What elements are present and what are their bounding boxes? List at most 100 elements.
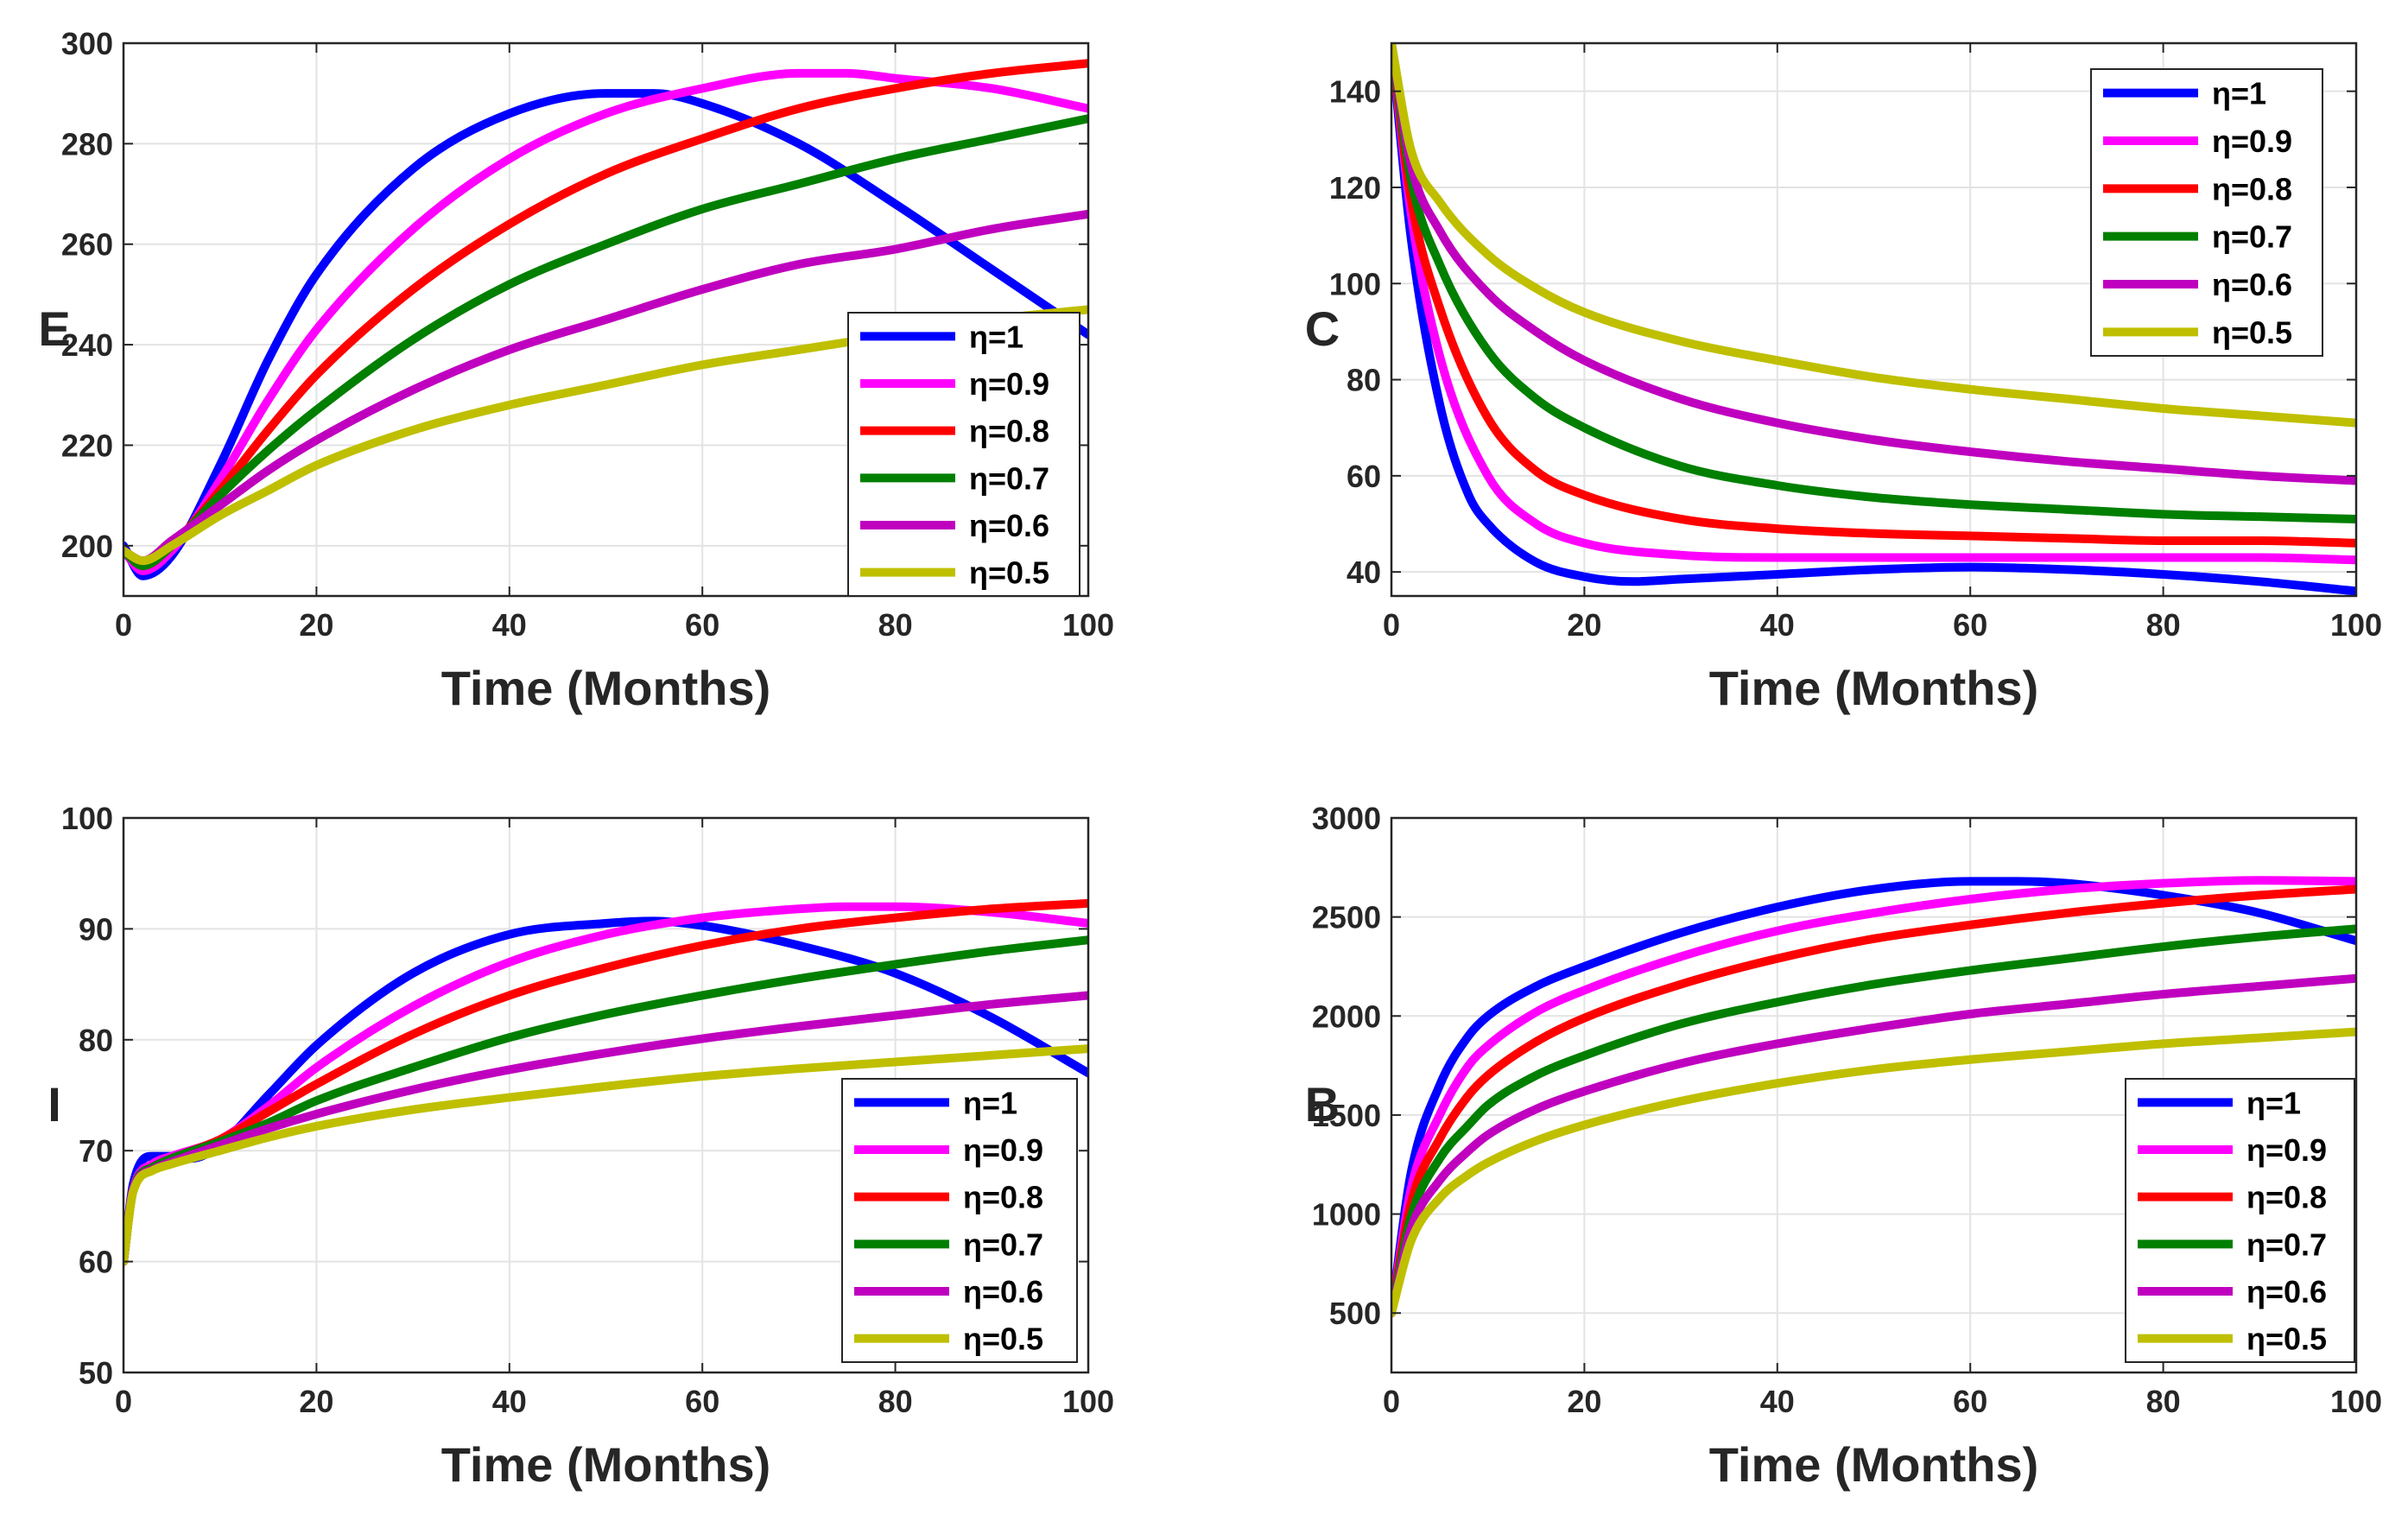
- legend: η=1 η=0.9 η=0.8 η=0.7 η=0.6 η=0.5: [841, 1078, 1078, 1363]
- y-tick-label: 120: [1329, 170, 1381, 206]
- series-line-eta-1: [1391, 877, 2356, 1318]
- series-line-eta-0.5: [1391, 1027, 2356, 1318]
- series-line-eta-0.7: [1391, 43, 2356, 523]
- series-line-eta-0.5: [1391, 43, 2356, 428]
- legend-label-eta-0.7: η=0.7: [2246, 1227, 2327, 1262]
- y-tick-label: 3000: [1312, 801, 1381, 836]
- x-tick-label: 20: [299, 607, 333, 643]
- series-lines: [124, 898, 1088, 1266]
- legend: η=1 η=0.9 η=0.8 η=0.7 η=0.6 η=0.5: [2090, 68, 2323, 357]
- legend-box: [2090, 68, 2323, 357]
- x-tick-label: 60: [685, 1384, 719, 1419]
- x-tick-label: 40: [1760, 607, 1795, 643]
- legend-label-eta-0.5: η=0.5: [969, 555, 1049, 591]
- y-axis-label: C: [1305, 301, 1340, 356]
- x-tick-label: 20: [1567, 1384, 1601, 1419]
- y-tick-label: 2500: [1312, 900, 1381, 935]
- x-axis-label: Time (Months): [1709, 1437, 2039, 1492]
- y-tick-label: 60: [1347, 459, 1381, 494]
- series-lines: [1391, 43, 2356, 596]
- legend-box: [847, 312, 1080, 597]
- legend-label-eta-0.9: η=0.9: [2246, 1132, 2327, 1168]
- legend-box: [2125, 1078, 2355, 1363]
- series-line-eta-0.6: [1391, 973, 2356, 1318]
- legend-label-eta-0.8: η=0.8: [2246, 1180, 2327, 1215]
- x-tick-label: 60: [1953, 1384, 1987, 1419]
- legend: η=1 η=0.9 η=0.8 η=0.7 η=0.6 η=0.5: [2125, 1078, 2355, 1363]
- legend-label-eta-0.5: η=0.5: [2246, 1322, 2327, 1357]
- y-tick-label: 1000: [1312, 1197, 1381, 1233]
- x-tick-label: 40: [1760, 1384, 1795, 1419]
- panel-C: 0 20 40 60 80 100 40 60 80 100 120 140 Time (Months)…: [1305, 41, 2382, 715]
- x-tick-label: 80: [878, 607, 913, 643]
- series-line-eta-0.5: [124, 1044, 1088, 1266]
- legend-box: [841, 1078, 1078, 1363]
- legend-label-eta-0.8: η=0.8: [969, 414, 1049, 449]
- x-tick-label: 0: [1383, 1384, 1400, 1419]
- y-tick-label: 60: [79, 1245, 113, 1280]
- series-line-eta-0.9: [1391, 876, 2356, 1318]
- x-tick-label: 100: [2330, 1384, 2382, 1419]
- legend-label-eta-0.9: η=0.9: [2212, 124, 2292, 159]
- y-tick-label: 90: [79, 911, 113, 947]
- series-line-eta-0.8: [1391, 884, 2356, 1318]
- x-axis-label: Time (Months): [1709, 661, 2039, 715]
- y-axis-label: E: [38, 301, 70, 356]
- legend-label-eta-0.5: η=0.5: [963, 1322, 1043, 1357]
- legend-label-eta-1: η=1: [969, 319, 1023, 354]
- axes-box: [122, 41, 1090, 598]
- axes-box: [1390, 816, 2358, 1374]
- series-line-eta-0.6: [1391, 43, 2356, 485]
- legend-label-eta-1: η=1: [2246, 1085, 2301, 1120]
- legend-label-eta-0.6: η=0.6: [969, 508, 1049, 543]
- legend-label-eta-0.9: η=0.9: [963, 1132, 1043, 1168]
- legend-label-eta-0.6: η=0.6: [963, 1274, 1043, 1309]
- legend-label-eta-0.5: η=0.5: [2212, 314, 2292, 350]
- series-lines: [1391, 876, 2356, 1318]
- panel-I: 0 20 40 60 80 100 50 60 70 80 90 100 Time (Months) I η…: [48, 801, 1114, 1492]
- series-lines: [124, 59, 1088, 580]
- y-tick-label: 80: [79, 1023, 113, 1058]
- y-tick-label: 260: [61, 227, 113, 263]
- series-line-eta-0.7: [1391, 924, 2356, 1318]
- y-tick-label: 80: [1347, 363, 1381, 398]
- y-tick-label: 100: [1329, 266, 1381, 301]
- legend-label-eta-0.7: η=0.7: [2212, 219, 2292, 255]
- y-tick-label: 40: [1347, 555, 1381, 590]
- series-line-eta-1: [124, 89, 1088, 580]
- y-axis-label: I: [48, 1077, 61, 1131]
- x-axis-label: Time (Months): [441, 661, 771, 715]
- y-tick-label: 300: [61, 26, 113, 61]
- x-tick-label: 80: [878, 1384, 913, 1419]
- x-tick-label: 100: [1062, 1384, 1114, 1419]
- y-tick-label: 240: [61, 327, 113, 363]
- legend-label-eta-0.9: η=0.9: [969, 366, 1049, 402]
- x-tick-label: 100: [2330, 607, 2382, 643]
- x-tick-label: 0: [1383, 607, 1400, 643]
- x-tick-label: 80: [2146, 607, 2181, 643]
- x-tick-label: 60: [1953, 607, 1987, 643]
- panel-B: 0 20 40 60 80 100 500 1000 1500 2000 2500 3000 Time …: [1305, 801, 2382, 1492]
- x-tick-label: 20: [299, 1384, 333, 1419]
- y-tick-label: 70: [79, 1133, 113, 1169]
- x-tick-label: 60: [685, 607, 719, 643]
- series-line-eta-0.6: [124, 209, 1088, 566]
- axes-box: [122, 816, 1090, 1374]
- x-tick-label: 0: [115, 607, 132, 643]
- legend-label-eta-0.7: η=0.7: [969, 460, 1049, 496]
- y-tick-label: 200: [61, 529, 113, 564]
- x-tick-label: 80: [2146, 1384, 2181, 1419]
- y-tick-label: 2000: [1312, 998, 1381, 1034]
- y-tick-label: 280: [61, 126, 113, 162]
- legend-label-eta-1: η=1: [963, 1085, 1017, 1120]
- legend-label-eta-0.8: η=0.8: [2212, 171, 2292, 206]
- legend-label-eta-1: η=1: [2212, 76, 2266, 111]
- y-tick-label: 50: [79, 1355, 113, 1391]
- x-tick-label: 0: [115, 1384, 132, 1419]
- y-tick-label: 1500: [1312, 1098, 1381, 1133]
- y-tick-label: 100: [61, 801, 113, 836]
- x-tick-label: 20: [1567, 607, 1601, 643]
- panel-E: 0 20 40 60 80 100 200 220 240 260 280 300 Time (Mont…: [38, 26, 1114, 715]
- legend-label-eta-0.7: η=0.7: [963, 1227, 1043, 1262]
